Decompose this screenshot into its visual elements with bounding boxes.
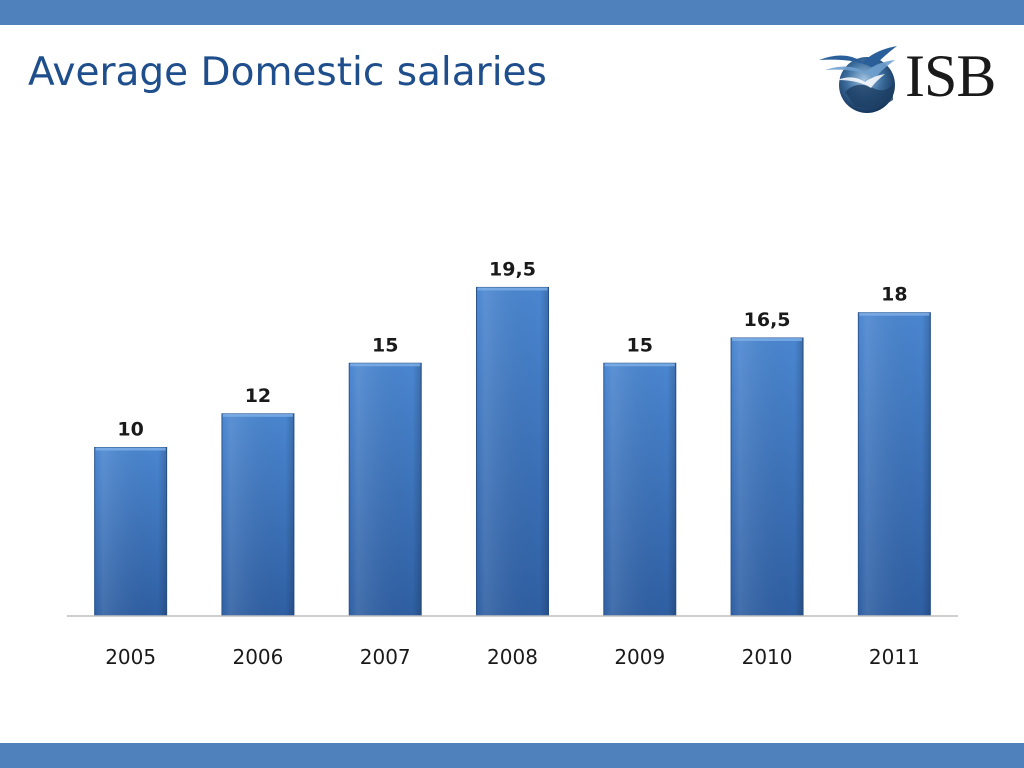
bar-shading-2011 xyxy=(858,312,931,616)
bar-highlight-2005 xyxy=(95,447,166,451)
data-label-2006: 12 xyxy=(245,385,271,407)
data-label-2007: 15 xyxy=(372,334,398,356)
bottom-accent-bar xyxy=(0,743,1024,768)
bar-highlight-2007 xyxy=(350,363,421,367)
bar-highlight-2011 xyxy=(859,312,930,316)
data-label-2008: 19,5 xyxy=(489,258,536,280)
isb-logo: ISB xyxy=(815,40,1010,115)
x-tick-label-2011: 2011 xyxy=(869,645,920,669)
logo-text: ISB xyxy=(905,43,996,109)
x-tick-label-2010: 2010 xyxy=(742,645,793,669)
x-tick-label-2008: 2008 xyxy=(487,645,538,669)
x-tick-label-2009: 2009 xyxy=(614,645,665,669)
x-tick-label-2006: 2006 xyxy=(232,645,283,669)
data-label-2005: 10 xyxy=(117,419,143,441)
bar-shading-2009 xyxy=(603,363,676,616)
bird-globe-icon xyxy=(819,46,897,113)
bar-highlight-2006 xyxy=(222,413,293,417)
x-tick-label-2005: 2005 xyxy=(105,645,156,669)
data-label-2010: 16,5 xyxy=(744,309,791,331)
bar-shading-2008 xyxy=(476,287,549,616)
top-accent-bar xyxy=(0,0,1024,25)
x-tick-label-2007: 2007 xyxy=(360,645,411,669)
bar-highlight-2010 xyxy=(732,337,803,341)
bar-highlight-2009 xyxy=(604,363,675,367)
bar-highlight-2008 xyxy=(477,287,548,291)
bar-shading-2007 xyxy=(349,363,422,616)
bar-shading-2010 xyxy=(731,337,804,616)
data-label-2011: 18 xyxy=(881,284,907,306)
data-label-2009: 15 xyxy=(627,334,653,356)
slide-title: Average Domestic salaries xyxy=(28,50,547,95)
bar-shading-2005 xyxy=(94,447,167,616)
bar-shading-2006 xyxy=(221,413,294,616)
